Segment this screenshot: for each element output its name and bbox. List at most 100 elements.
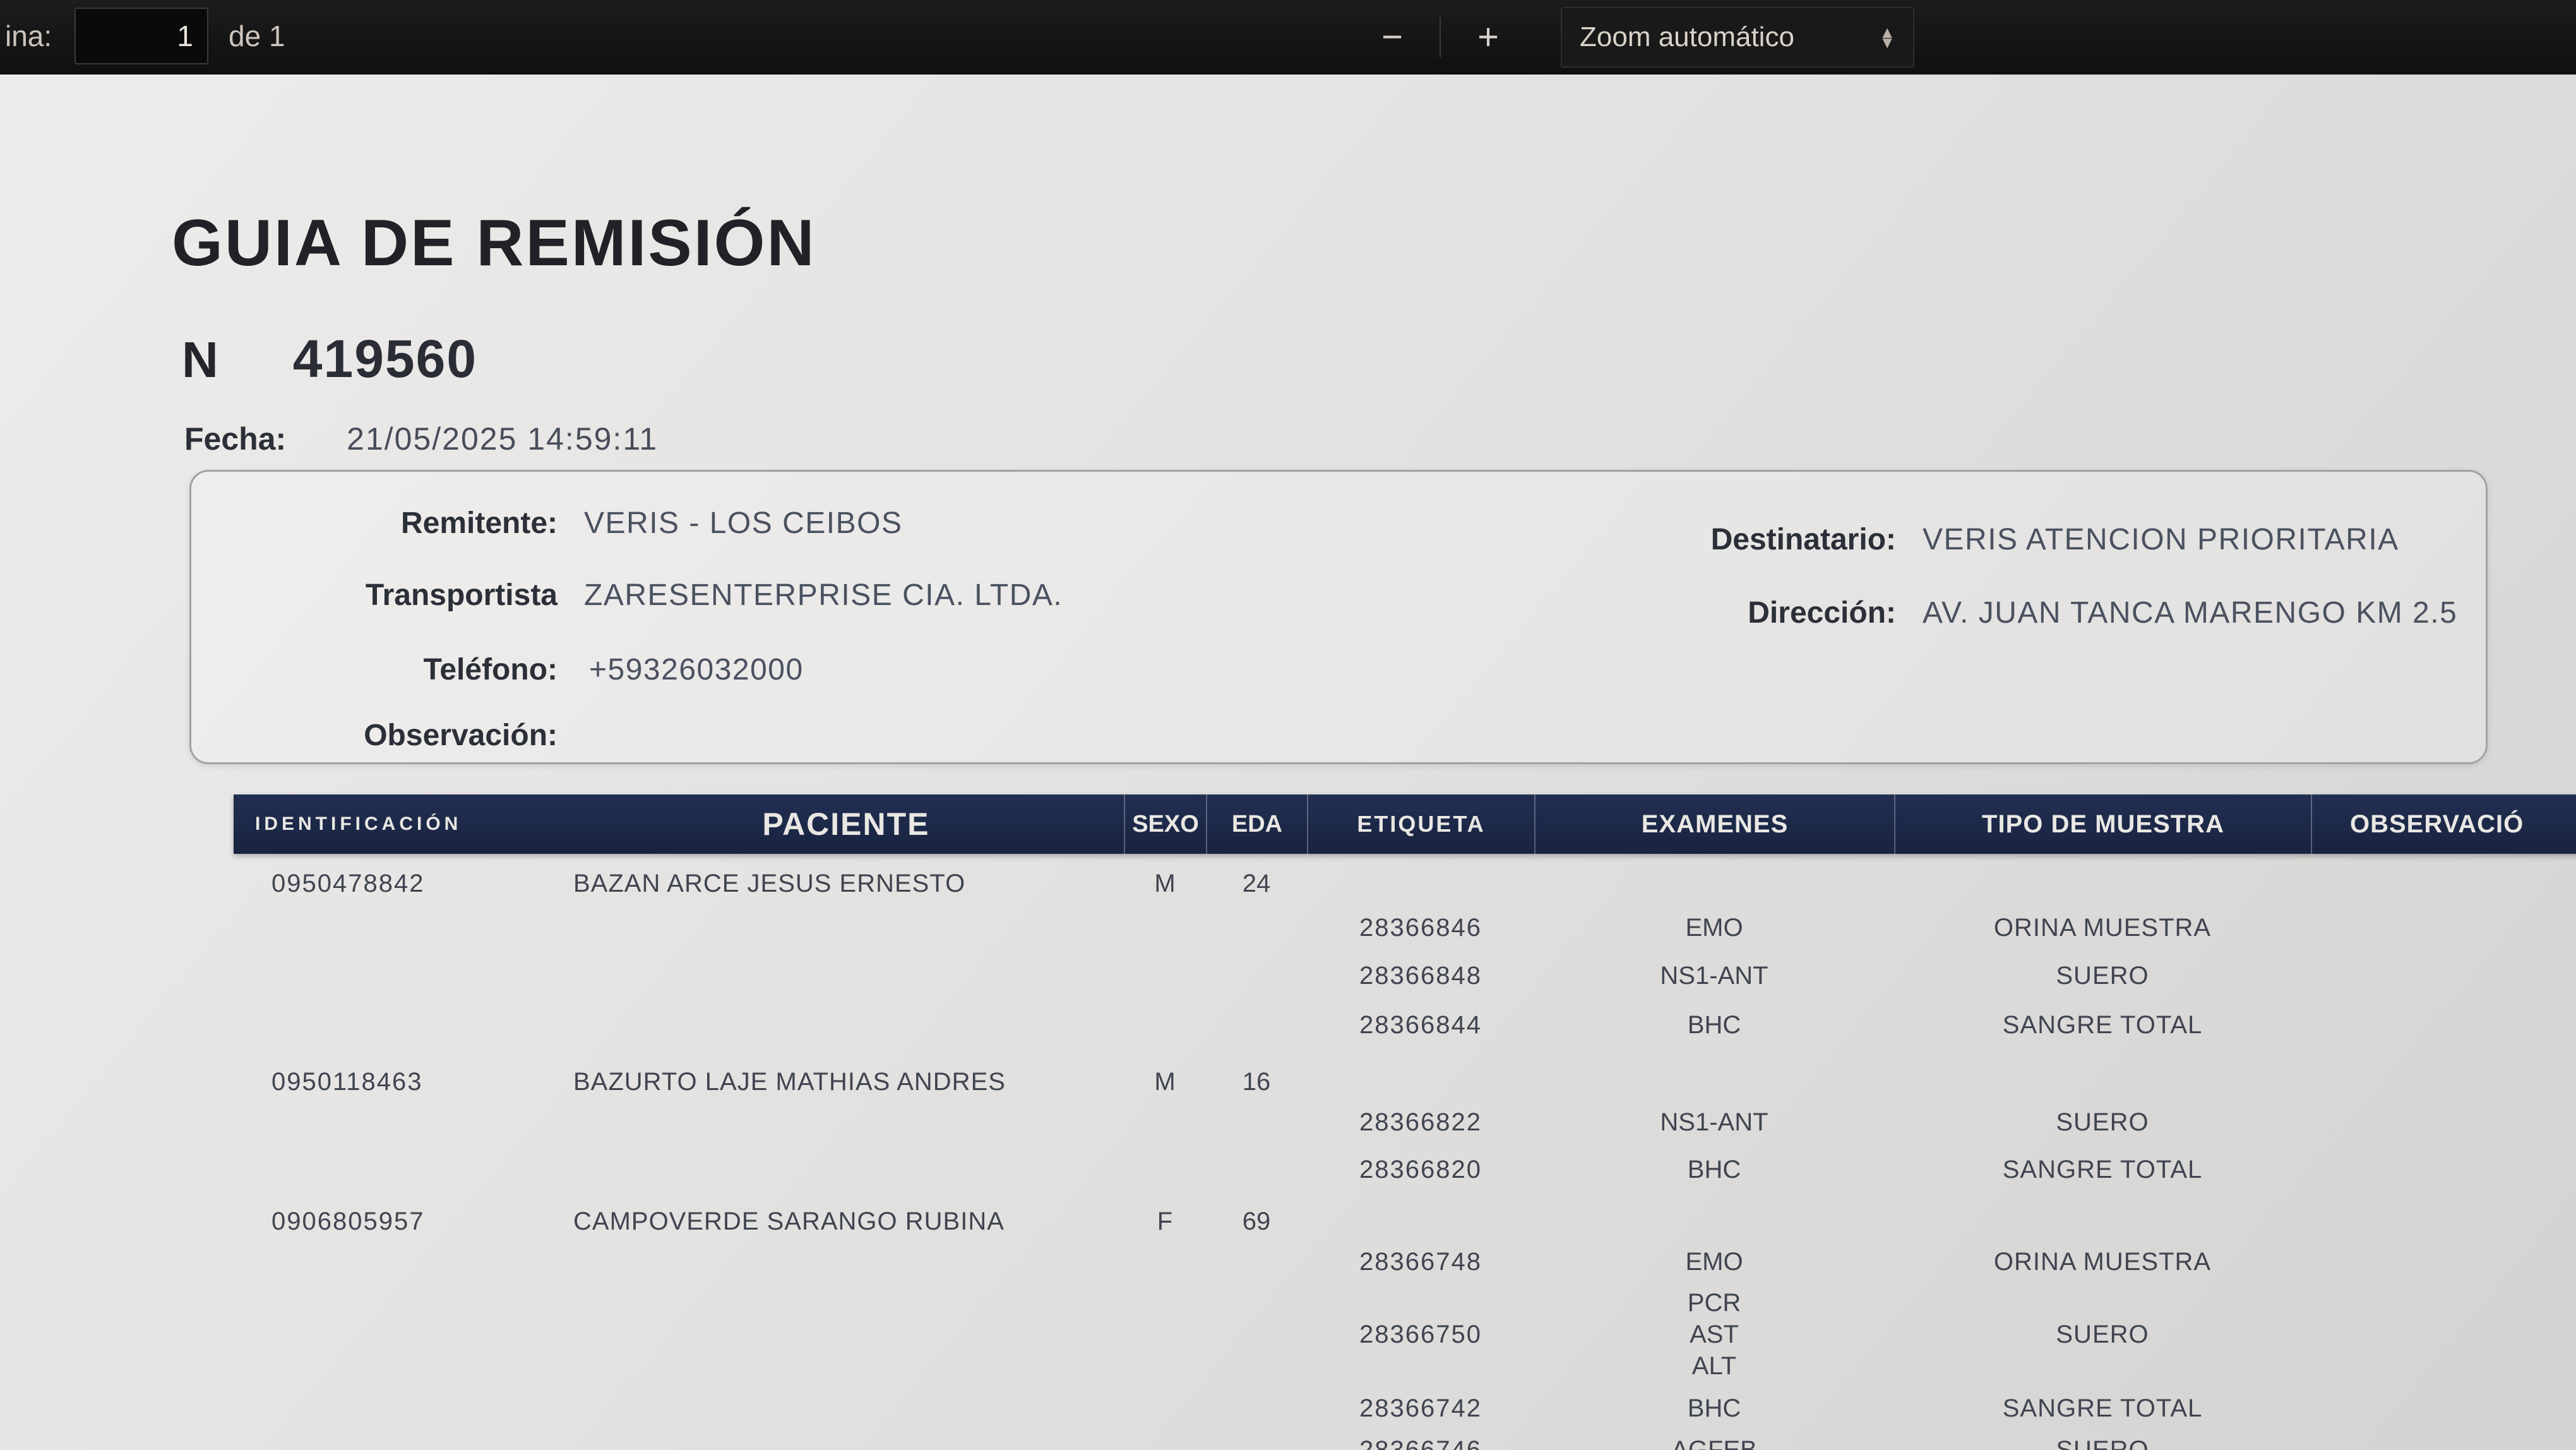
table-header: IDENTIFICACIÓN PACIENTE SEXO EDA ETIQUET… <box>234 794 2576 854</box>
destinatario-label: Destinatario: <box>1710 523 1896 556</box>
sample-examen: BHC <box>1687 1156 1741 1183</box>
sample-row: 28366748 EMO ORINA MUESTRA <box>234 1242 2576 1281</box>
patient-sexo: F <box>1157 1207 1173 1235</box>
patient-name: BAZURTO LAJE MATHIAS ANDRES <box>573 1068 1006 1096</box>
direccion-row: Dirección: AV. JUAN TANCA MARENGO KM 2.5 <box>1669 596 2457 630</box>
zoom-level-value: Zoom automático <box>1580 21 1794 52</box>
sample-tipo: SUERO <box>2056 1436 2149 1450</box>
sample-tipo: SUERO <box>2056 962 2149 990</box>
header-edad: EDA <box>1206 794 1307 854</box>
zoom-controls: − + Zoom automático ▲ ▼ <box>1345 0 1914 75</box>
remitente-label: Remitente: <box>400 506 558 540</box>
sample-row: 28366844 BHC SANGRE TOTAL <box>234 1005 2576 1045</box>
sample-tipo: ORINA MUESTRA <box>1993 914 2212 942</box>
header-paciente: PACIENTE <box>762 806 930 842</box>
observacion-row: Observación: <box>267 718 584 753</box>
patient-name: BAZAN ARCE JESUS ERNESTO <box>573 870 966 897</box>
sample-etiqueta: 28366848 <box>1359 962 1482 990</box>
destinatario-value: VERIS ATENCION PRIORITARIA <box>1923 523 2399 556</box>
pdf-viewer-toolbar: ina: de 1 − + Zoom automático ▲ ▼ <box>0 0 2576 75</box>
sample-etiqueta: 28366750 <box>1359 1320 1482 1348</box>
toolbar-divider <box>1440 17 1441 57</box>
sample-tipo: SUERO <box>2056 1320 2149 1348</box>
sample-etiqueta: 28366822 <box>1359 1108 1482 1136</box>
patient-id: 0950118463 <box>271 1068 423 1096</box>
patient-edad: 24 <box>1242 870 1271 897</box>
sample-row: 28366742 BHC SANGRE TOTAL <box>234 1389 2576 1428</box>
remitente-row: Remitente: VERIS - LOS CEIBOS <box>292 506 902 541</box>
document-number-value: 419560 <box>292 329 478 388</box>
patient-name: CAMPOVERDE SARANGO RUBINA <box>573 1207 1005 1235</box>
sample-etiqueta: 28366748 <box>1359 1248 1482 1276</box>
header-sexo: SEXO <box>1124 794 1206 854</box>
patient-edad: 16 <box>1242 1068 1271 1096</box>
sample-examen: BHC <box>1687 1394 1741 1422</box>
transportista-value: ZARESENTERPRISE CIA. LTDA. <box>584 578 1063 612</box>
date-value: 21/05/2025 14:59:11 <box>347 421 659 457</box>
sample-examen: BHC <box>1687 1011 1741 1039</box>
direccion-value: AV. JUAN TANCA MARENGO KM 2.5 <box>1923 596 2458 630</box>
patient-sexo: M <box>1154 870 1176 897</box>
telefono-label: Teléfono: <box>423 653 558 686</box>
sample-tipo: ORINA MUESTRA <box>1993 1248 2212 1276</box>
table-row: 0950118463 BAZURTO LAJE MATHIAS ANDRES M… <box>234 1062 2576 1101</box>
sample-tipo: SANGRE TOTAL <box>2002 1394 2203 1422</box>
remitente-value: VERIS - LOS CEIBOS <box>584 506 903 540</box>
sample-etiqueta: 28366820 <box>1359 1156 1482 1183</box>
telefono-value: +59326032000 <box>589 653 804 686</box>
sample-row: 28366822 NS1-ANT SUERO <box>234 1103 2576 1142</box>
page-label: ina: <box>5 20 52 52</box>
sample-examen: PCR <box>1687 1289 1741 1317</box>
sample-tipo: SUERO <box>2056 1108 2149 1136</box>
document-date: Fecha: 21/05/2025 14:59:11 <box>184 421 658 457</box>
sample-examen: ALT <box>1691 1352 1737 1380</box>
document-title: GUIA DE REMISIÓN <box>172 207 816 280</box>
document-number-label: N <box>182 332 218 388</box>
sample-row: 28366750 PCR AST ALT SUERO <box>234 1285 2576 1384</box>
observacion-label: Observación: <box>364 719 558 752</box>
sample-examen: EMO <box>1685 914 1743 942</box>
sample-examen: EMO <box>1685 1248 1743 1276</box>
header-identificacion: IDENTIFICACIÓN <box>255 813 462 834</box>
date-label: Fecha: <box>184 421 287 457</box>
page-number-input[interactable] <box>75 8 208 64</box>
table-row: 0950478842 BAZAN ARCE JESUS ERNESTO M 24 <box>234 864 2576 903</box>
document-page: GUIA DE REMISIÓN N 419560 Fecha: 21/05/2… <box>0 75 2576 1450</box>
sample-examen: NS1-ANT <box>1660 1108 1768 1136</box>
sample-row: 28366746 AGFEB SUERO <box>234 1430 2576 1450</box>
parties-box: Remitente: VERIS - LOS CEIBOS Destinatar… <box>189 470 2488 764</box>
page-count-label: de 1 <box>229 20 285 52</box>
sample-tipo: SANGRE TOTAL <box>2002 1156 2203 1183</box>
header-etiqueta: ETIQUETA <box>1307 794 1534 854</box>
sample-examen: AGFEB <box>1671 1436 1757 1450</box>
zoom-out-button[interactable]: − <box>1345 0 1440 75</box>
zoom-in-button[interactable]: + <box>1441 0 1535 75</box>
patient-sexo: M <box>1154 1068 1176 1096</box>
table-row: 0906805957 CAMPOVERDE SARANGO RUBINA F 6… <box>234 1202 2576 1241</box>
sample-examen: AST <box>1690 1321 1739 1348</box>
zoom-level-select[interactable]: Zoom automático ▲ ▼ <box>1561 7 1914 68</box>
sample-examen: NS1-ANT <box>1660 962 1768 990</box>
sample-etiqueta: 28366742 <box>1359 1394 1482 1422</box>
transportista-label: Transportista <box>365 578 558 612</box>
header-examenes: EXAMENES <box>1534 794 1894 854</box>
sample-tipo: SANGRE TOTAL <box>2002 1011 2203 1039</box>
transportista-row: Transportista ZARESENTERPRISE CIA. LTDA. <box>242 578 1063 613</box>
document-number: N 419560 <box>182 328 477 390</box>
patient-id: 0950478842 <box>271 870 425 897</box>
sample-row: 28366848 NS1-ANT SUERO <box>234 956 2576 995</box>
sample-row: 28366846 EMO ORINA MUESTRA <box>234 908 2576 947</box>
direccion-label: Dirección: <box>1748 596 1896 630</box>
patient-edad: 69 <box>1242 1207 1271 1235</box>
telefono-row: Teléfono: +59326032000 <box>343 652 804 687</box>
sample-row: 28366820 BHC SANGRE TOTAL <box>234 1150 2576 1189</box>
sample-etiqueta: 28366844 <box>1359 1011 1482 1039</box>
destinatario-row: Destinatario: VERIS ATENCION PRIORITARIA <box>1631 522 2399 557</box>
sample-etiqueta: 28366746 <box>1359 1436 1482 1450</box>
patient-id: 0906805957 <box>271 1207 425 1235</box>
table-body: 0950478842 BAZAN ARCE JESUS ERNESTO M 24… <box>234 854 2576 1450</box>
header-observacion: OBSERVACIÓ <box>2311 794 2576 854</box>
sample-examen-list: PCR AST ALT <box>1534 1287 1894 1382</box>
sample-etiqueta: 28366846 <box>1359 914 1482 942</box>
